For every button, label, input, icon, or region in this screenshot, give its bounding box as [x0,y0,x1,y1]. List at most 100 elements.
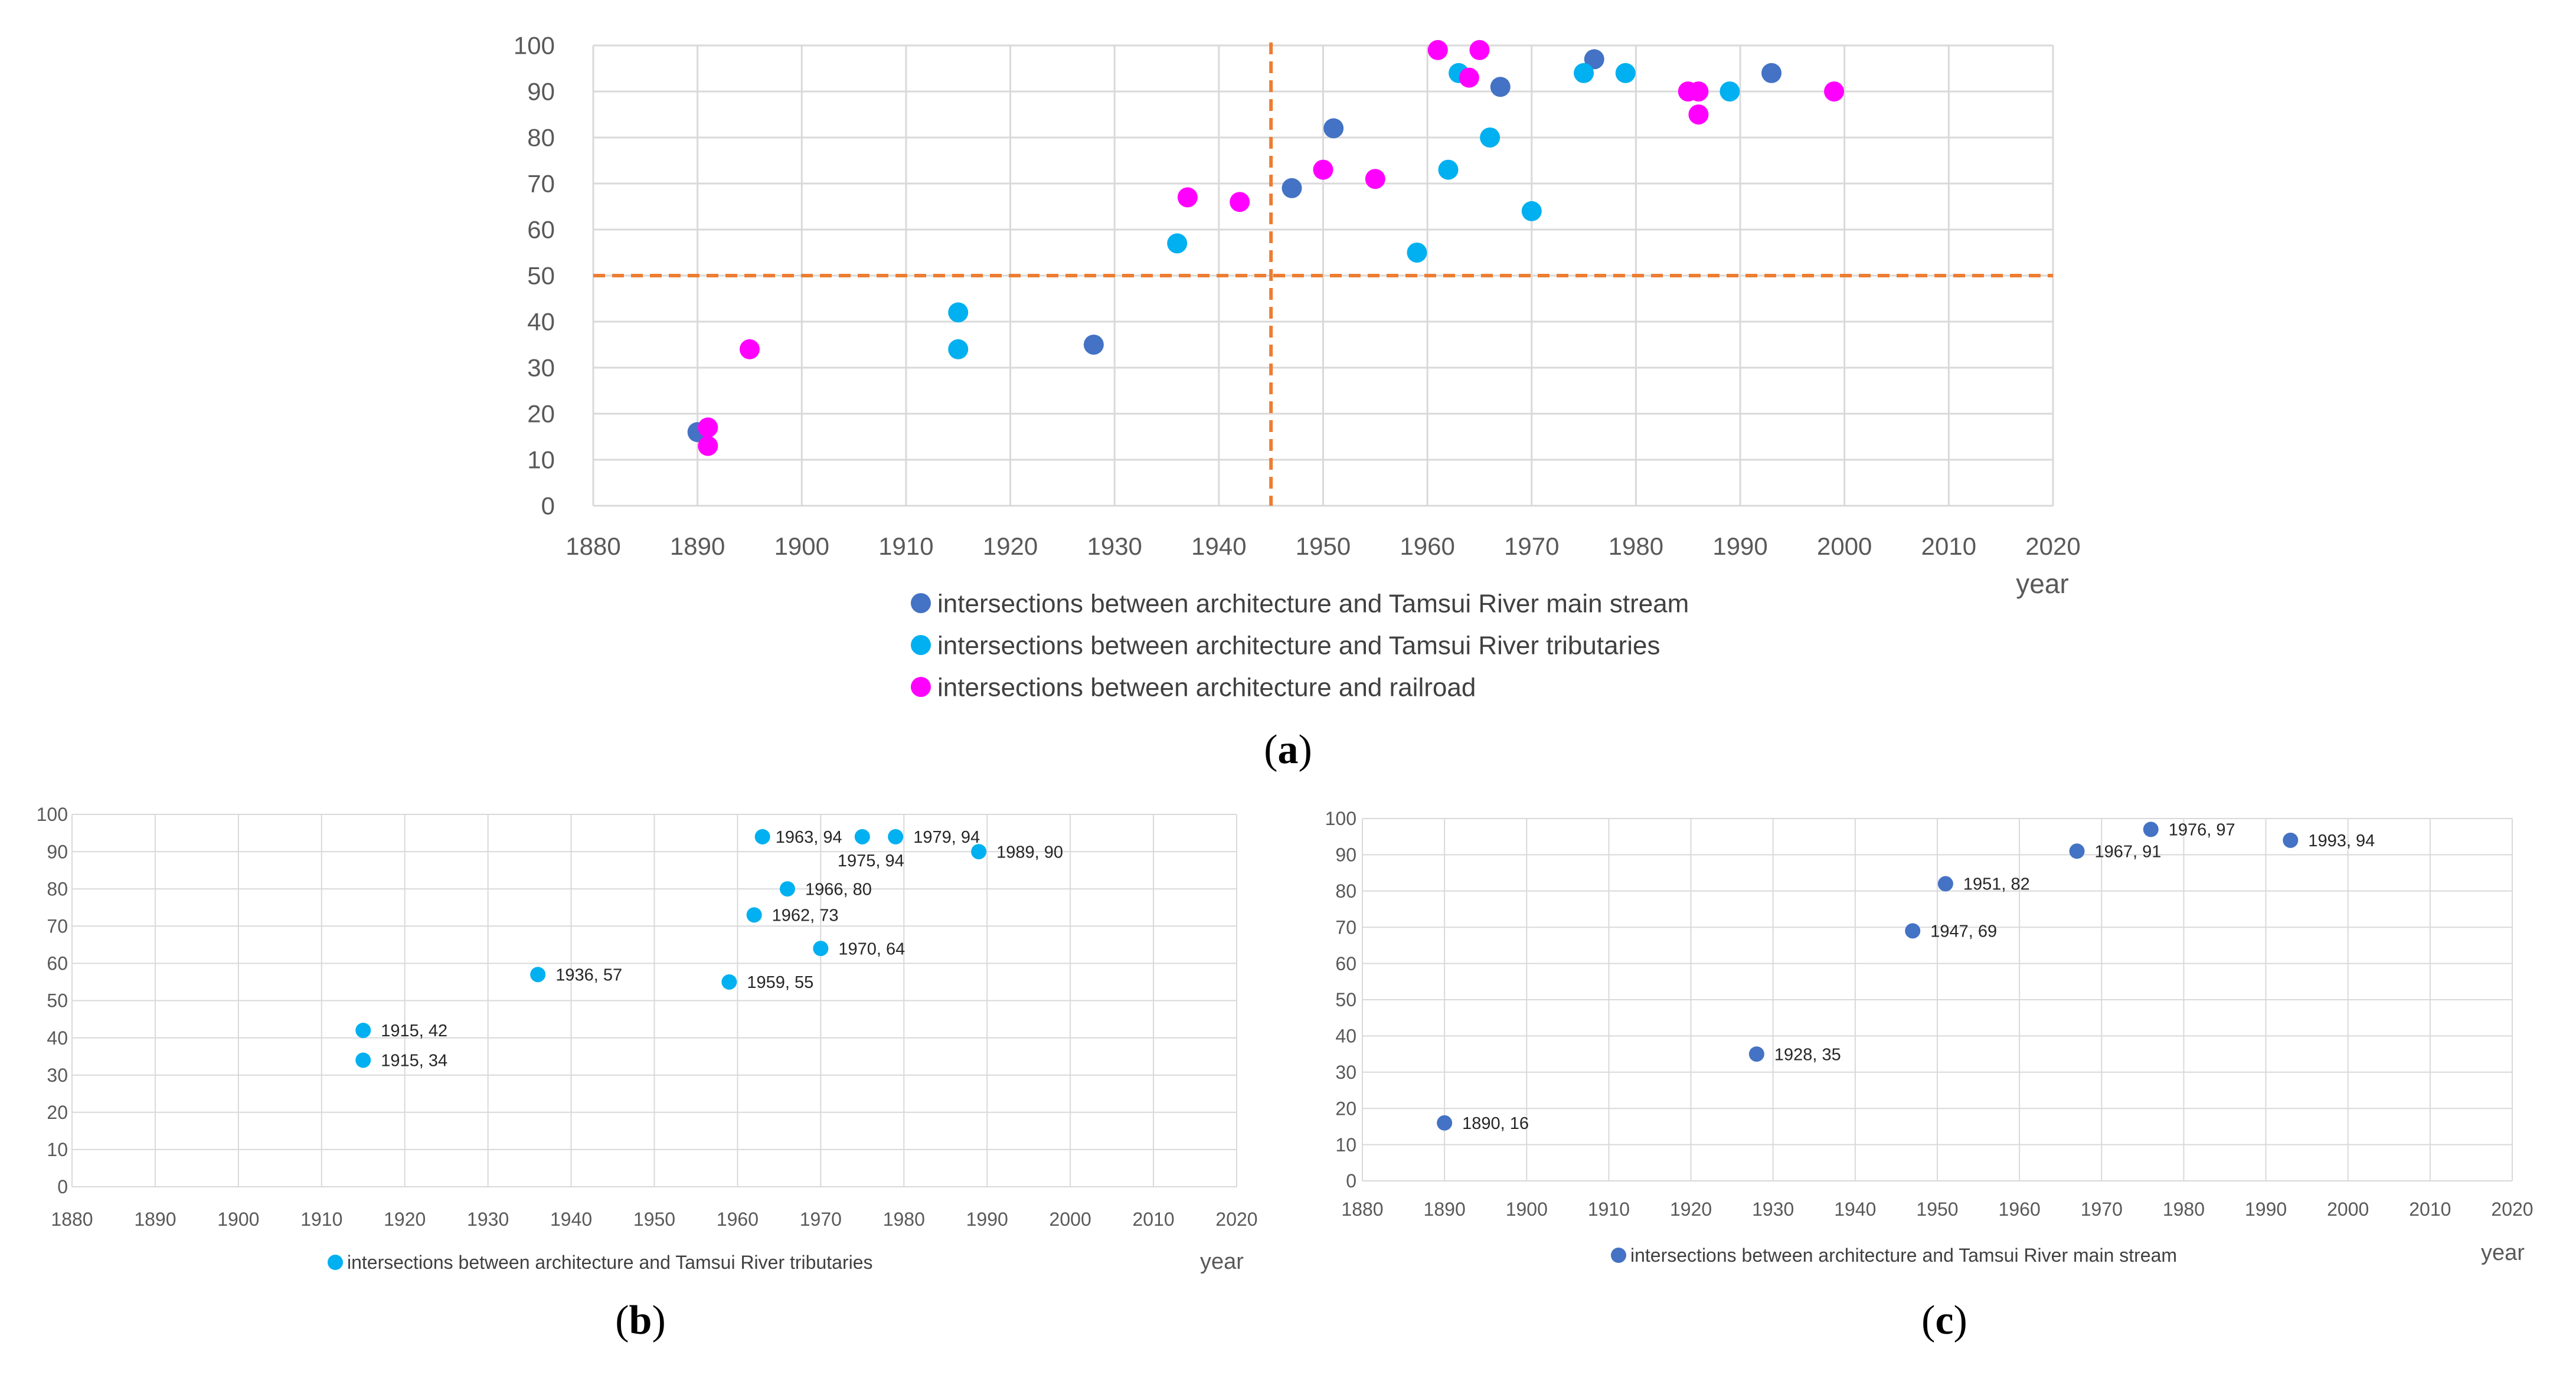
x-tick-label: 1920 [1670,1199,1712,1220]
x-tick-label: 1990 [966,1209,1008,1230]
data-point [1719,81,1740,102]
x-tick-label: 1950 [1916,1199,1958,1220]
x-tick-label: 2000 [1050,1209,1091,1230]
x-tick-label: 1880 [51,1209,93,1230]
y-tick-label: 0 [1346,1170,1356,1192]
data-label: 1979, 94 [913,828,980,847]
data-label: 1976, 97 [2169,821,2235,840]
y-tick-label: 70 [527,170,555,198]
x-tick-label: 1980 [883,1209,925,1230]
x-tick-label: 1930 [1752,1199,1794,1220]
data-point [739,339,760,359]
legend-marker [911,593,931,613]
y-tick-label: 90 [527,78,555,106]
y-tick-label: 50 [47,990,68,1012]
data-point [1688,81,1709,102]
data-label: 1915, 42 [381,1022,447,1040]
y-tick-label: 60 [47,953,68,974]
x-tick-label: 1940 [550,1209,592,1230]
y-tick-label: 100 [1325,808,1356,829]
x-axis-title: year [1200,1249,1244,1274]
data-point [1469,40,1490,60]
legend-marker [1611,1248,1626,1263]
y-tick-label: 20 [527,400,555,428]
x-tick-label: 2020 [1215,1209,1257,1230]
x-tick-label: 1960 [717,1209,759,1230]
data-point [721,974,737,990]
data-label: 1970, 64 [838,940,905,958]
data-point [854,829,870,845]
x-tick-label: 2020 [2025,532,2080,560]
y-tick-label: 0 [57,1176,68,1197]
x-tick-label: 1920 [384,1209,426,1230]
data-point [1490,77,1511,97]
data-point [1323,118,1344,139]
data-label: 1959, 55 [747,973,813,992]
y-tick-label: 50 [1335,989,1356,1010]
data-point [1937,876,1953,892]
data-point [1427,40,1448,60]
data-point [1407,243,1427,263]
data-point [1688,104,1709,125]
x-tick-label: 1930 [467,1209,509,1230]
x-tick-label: 2000 [1817,532,1872,560]
y-tick-label: 30 [47,1065,68,1086]
data-point [971,844,987,860]
legend-marker [911,677,931,697]
data-point [1574,63,1594,83]
y-tick-label: 100 [37,804,68,825]
data-label: 1890, 16 [1462,1114,1529,1133]
data-point [355,1052,371,1068]
x-tick-label: 1970 [2081,1199,2123,1220]
data-point [754,829,770,845]
x-tick-label: 2010 [1921,532,1976,560]
x-tick-label: 1890 [134,1209,176,1230]
x-tick-label: 2000 [2327,1199,2369,1220]
x-tick-label: 1890 [670,532,725,560]
data-point [1824,81,1845,102]
y-tick-label: 40 [47,1027,68,1049]
data-point [746,907,762,923]
x-tick-label: 1910 [300,1209,342,1230]
data-point [813,941,829,957]
data-point [1480,127,1501,148]
x-tick-label: 1950 [1296,532,1351,560]
y-tick-label: 0 [541,492,555,520]
x-tick-label: 1920 [983,532,1038,560]
x-axis-title: year [2016,568,2068,599]
y-tick-label: 20 [1335,1098,1356,1119]
data-point [1761,63,1782,83]
data-point [948,339,969,359]
x-tick-label: 2020 [2491,1199,2533,1220]
y-tick-label: 70 [1335,917,1356,938]
legend-marker [328,1255,343,1270]
data-point [779,881,795,897]
y-tick-label: 10 [1335,1134,1356,1156]
data-label: 1975, 94 [838,852,904,870]
data-point [2069,843,2085,859]
legend-label: intersections between architecture and T… [347,1252,873,1273]
y-tick-label: 10 [527,446,555,474]
legend-label: intersections between architecture and T… [937,589,1689,618]
data-label: 1915, 34 [381,1052,447,1071]
x-tick-label: 1970 [1504,532,1559,560]
data-point [698,436,718,456]
figure-caption-b: (b) [615,1298,666,1343]
data-point [698,417,718,438]
data-point [355,1022,371,1038]
x-tick-label: 2010 [2409,1199,2451,1220]
data-label: 1967, 91 [2095,842,2162,861]
y-tick-label: 30 [1335,1062,1356,1083]
data-point [1230,192,1250,212]
data-point [948,302,969,323]
x-tick-label: 1910 [878,532,933,560]
data-label: 1928, 35 [1774,1045,1841,1064]
x-tick-label: 1930 [1087,532,1142,560]
x-tick-label: 2010 [1132,1209,1174,1230]
y-tick-label: 90 [47,841,68,862]
data-point [1438,159,1459,180]
x-tick-label: 1880 [565,532,620,560]
y-tick-label: 40 [527,308,555,336]
y-tick-label: 10 [47,1139,68,1160]
